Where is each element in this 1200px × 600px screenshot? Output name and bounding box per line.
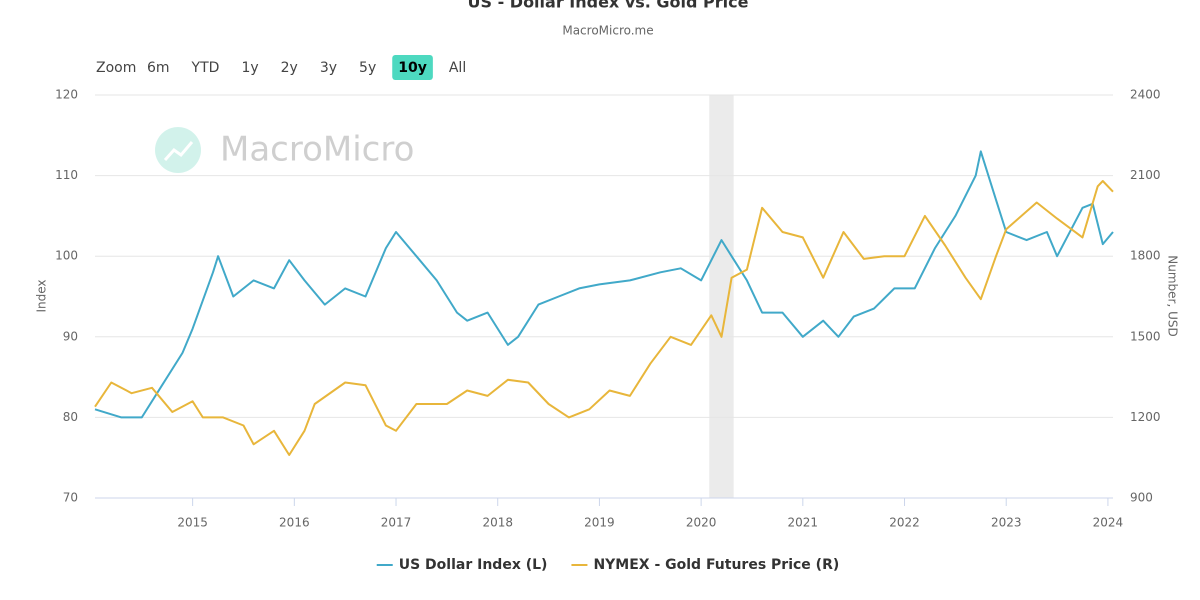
x-tick-label: 2024: [1093, 516, 1124, 530]
x-tick-label: 2020: [686, 516, 717, 530]
x-tick-label: 2021: [788, 516, 819, 530]
shaded-range: [709, 95, 734, 498]
x-tick-label: 2015: [177, 516, 208, 530]
y2-tick-label: 900: [1130, 491, 1153, 505]
chart-title: US - Dollar Index vs. Gold Price: [467, 0, 748, 12]
range-button[interactable]: 10y: [398, 60, 427, 76]
data-line: [94, 180, 1114, 456]
x-tick-label: 2019: [584, 516, 615, 530]
y2-tick-label: 2400: [1130, 88, 1161, 102]
y2-axis-title: Number, USD: [1166, 255, 1180, 336]
y-tick-label: 110: [55, 168, 78, 182]
y-tick-label: 80: [63, 410, 78, 424]
x-tick-label: 2017: [381, 516, 412, 530]
range-button[interactable]: 2y: [281, 60, 298, 76]
legend-label[interactable]: US Dollar Index (L): [399, 557, 548, 573]
watermark: MacroMicro: [220, 130, 414, 170]
x-tick-label: 2016: [279, 516, 310, 530]
y2-tick-label: 2100: [1130, 168, 1161, 182]
x-tick-label: 2018: [482, 516, 513, 530]
watermark-icon: [155, 127, 201, 173]
y-tick-label: 100: [55, 249, 78, 263]
chart-subtitle: MacroMicro.me: [562, 24, 653, 38]
y2-tick-label: 1500: [1130, 329, 1161, 343]
y2-tick-label: 1200: [1130, 410, 1161, 424]
range-button[interactable]: All: [449, 60, 466, 76]
range-button-bg[interactable]: [392, 55, 433, 80]
range-button[interactable]: YTD: [191, 60, 220, 76]
legend-label[interactable]: NYMEX - Gold Futures Price (R): [593, 557, 839, 573]
x-tick-label: 2022: [889, 516, 920, 530]
y-tick-label: 90: [63, 329, 78, 343]
y-tick-label: 70: [63, 491, 78, 505]
x-tick-label: 2023: [991, 516, 1022, 530]
zoom-label: Zoom: [96, 60, 136, 76]
y-tick-label: 120: [55, 88, 78, 102]
y2-tick-label: 1800: [1130, 249, 1161, 263]
range-button[interactable]: 6m: [147, 60, 170, 76]
y-axis-title: Index: [35, 279, 49, 312]
range-button[interactable]: 1y: [241, 60, 258, 76]
range-button[interactable]: 3y: [320, 60, 337, 76]
range-button[interactable]: 5y: [359, 60, 376, 76]
data-line: [94, 150, 1114, 419]
